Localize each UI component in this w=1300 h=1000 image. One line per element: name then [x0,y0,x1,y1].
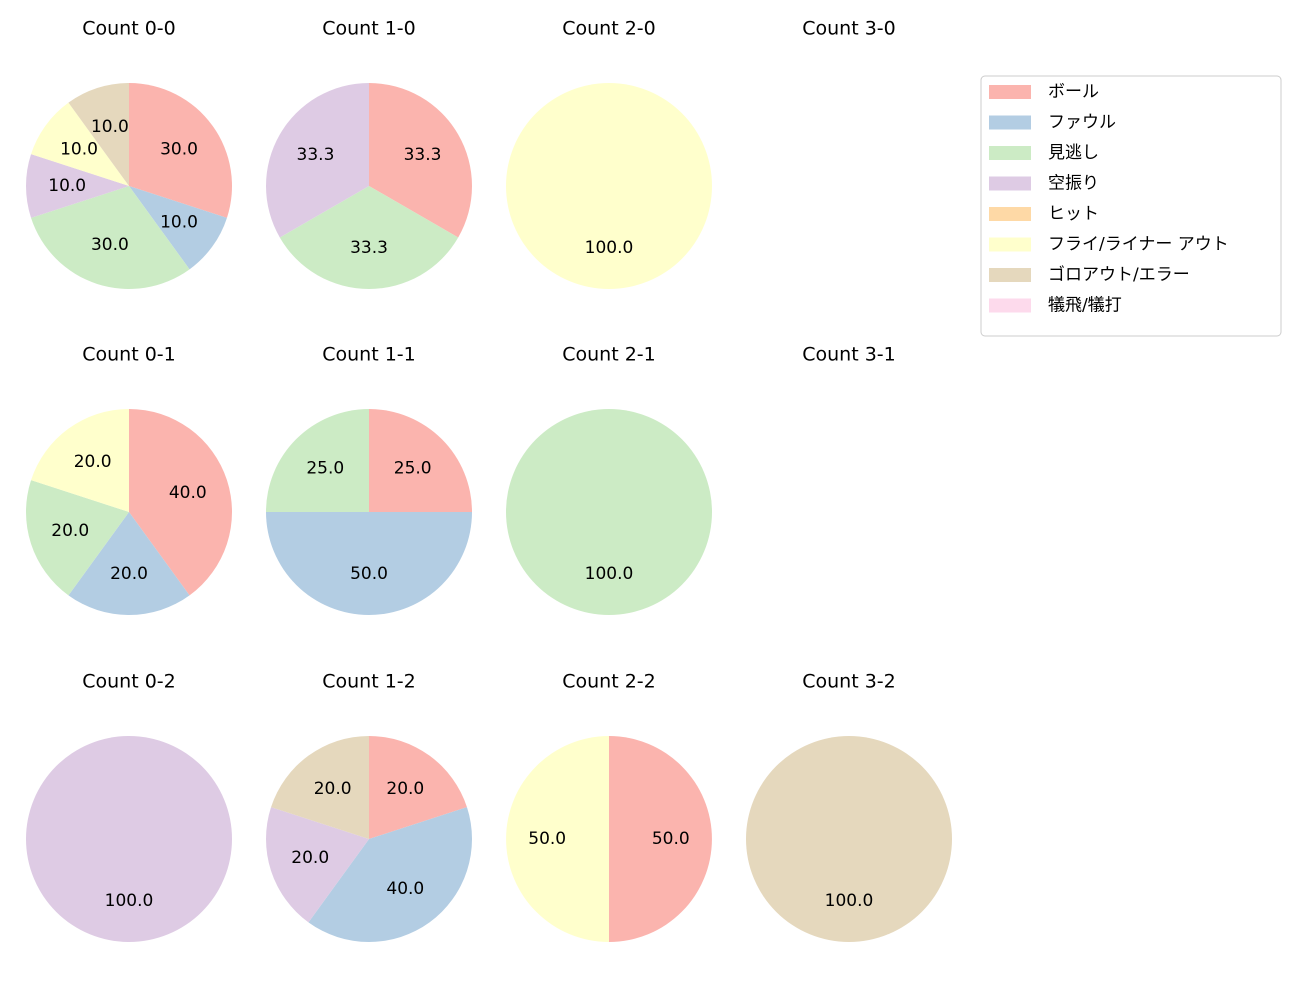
value-label: 10.0 [160,212,198,232]
chart-title: Count 1-2 [322,671,416,693]
value-label: 40.0 [169,483,207,503]
chart-title: Count 3-0 [802,18,896,40]
value-label: 100.0 [825,891,874,911]
legend-swatch [989,207,1031,221]
value-label: 20.0 [51,521,89,541]
value-label: 20.0 [386,779,424,799]
chart-title: Count 3-2 [802,671,896,693]
pie-slice [68,83,129,186]
chart-title: Count 2-2 [562,671,656,693]
pie-slice [266,512,472,615]
chart-title: Count 0-0 [82,18,176,40]
value-label: 30.0 [91,235,129,255]
pie-slice [266,807,369,923]
chart-title: Count 1-1 [322,344,416,366]
legend-label: ヒット [1048,204,1099,224]
pie-slice [31,186,190,289]
legend-swatch [989,298,1031,313]
chart-title: Count 0-2 [82,671,176,693]
pie-slice [369,736,467,839]
value-label: 33.3 [350,238,388,258]
value-label: 50.0 [350,564,388,584]
pie-slice [26,154,130,218]
pie-slice [746,736,952,942]
pie-slice [68,512,190,615]
pie-slice [26,736,232,942]
chart-title: Count 0-1 [82,344,176,366]
legend-swatch [989,85,1031,99]
legend-swatch [989,237,1031,252]
chart-title: Count 2-0 [562,18,656,40]
value-label: 100.0 [585,564,634,584]
value-label: 10.0 [60,140,98,160]
pie-slice [266,409,369,512]
pie-slice [506,83,712,289]
value-label: 10.0 [48,176,86,196]
legend-label: 見逃し [1048,143,1099,163]
value-label: 50.0 [528,829,566,849]
pie-slice [506,409,712,615]
legend-swatch [989,115,1031,130]
value-label: 10.0 [91,117,129,137]
legend-swatch [989,146,1031,160]
value-label: 30.0 [160,140,198,160]
pie-slice [266,83,369,238]
legend-box [980,75,1282,337]
legend-swatch [989,268,1031,282]
pie-slice [506,736,609,942]
legend-label: ゴロアウト/エラー [1048,264,1190,285]
pie-slice [31,102,129,186]
pie-slice [308,807,473,942]
value-label: 50.0 [652,829,690,849]
chart-title: Count 1-0 [322,18,416,40]
pie-slice [129,83,232,218]
legend-label: 空振り [1048,174,1099,194]
pie-slice [271,736,369,839]
pie-slice [609,736,712,942]
value-label: 20.0 [314,779,352,799]
value-label: 20.0 [74,452,112,472]
pie-slice [31,409,129,512]
value-label: 20.0 [110,564,148,584]
legend-label: フライ/ライナー アウト [1048,235,1229,255]
chart-title: Count 3-1 [802,344,896,366]
value-label: 33.3 [297,145,335,165]
legend-label: ボール [1048,82,1099,102]
legend-label: 犠飛/犠打 [1048,296,1122,316]
legend-label: ファウル [1048,113,1116,133]
value-label: 40.0 [386,879,424,899]
pie-slice [26,480,129,596]
value-label: 20.0 [291,848,329,868]
pie-slice [129,186,227,270]
value-label: 25.0 [306,458,344,478]
chart-title: Count 2-1 [562,344,656,366]
value-label: 25.0 [394,458,432,478]
pie-slice [129,409,232,596]
pie-slice [369,409,472,512]
value-label: 100.0 [105,891,154,911]
value-label: 33.3 [404,145,442,165]
value-label: 100.0 [585,238,634,258]
pie-slice [369,83,472,238]
legend-swatch [989,176,1031,191]
